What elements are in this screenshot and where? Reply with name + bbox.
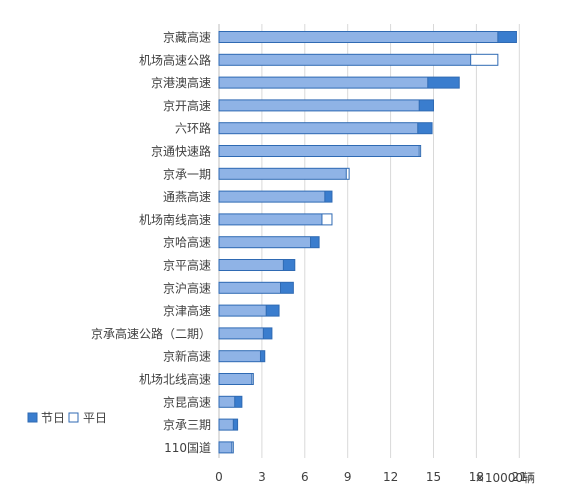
bar-holiday — [260, 350, 265, 362]
bar-outline — [218, 145, 422, 157]
bar-outline — [218, 395, 243, 408]
x-tick-label: 0 — [215, 470, 223, 484]
bar-overlap — [219, 419, 234, 431]
bar-outline — [218, 259, 296, 271]
category-label: 京哈高速 — [163, 235, 211, 250]
bar-overlap — [219, 99, 420, 111]
bar-outline — [218, 213, 333, 226]
bar-holiday — [497, 31, 517, 43]
legend: 节日 平日 — [27, 411, 107, 425]
bar-overlap — [219, 145, 420, 157]
bar-overlap — [219, 259, 284, 271]
category-label: 京新高速 — [163, 349, 211, 364]
category-label: 京昆高速 — [163, 394, 211, 409]
bar-holiday — [234, 396, 242, 408]
bar-overlap — [219, 373, 252, 385]
bar-overlap — [219, 168, 347, 180]
bar-holiday — [233, 419, 238, 431]
x-tick-label: 18 — [469, 470, 484, 484]
bars — [218, 31, 517, 454]
x-tick-labels: 0 3 6 9 12 15 18 21 — [215, 470, 527, 484]
bar-overlap — [219, 31, 498, 43]
bar-outline — [218, 122, 433, 135]
bar-overlap — [219, 282, 281, 294]
bar-holiday — [324, 191, 332, 203]
bar-weekday — [321, 213, 332, 225]
category-label: 机场北线高速 — [139, 372, 211, 387]
category-label: 京开高速 — [163, 98, 211, 113]
x-tick-label: 9 — [344, 470, 352, 484]
category-labels: 京藏高速机场高速公路京港澳高速京开高速六环路京通快速路京承一期通燕高速机场南线高… — [91, 30, 211, 455]
x-tick-label: 21 — [512, 470, 527, 484]
category-label: 京沪高速 — [163, 280, 211, 295]
bar-overlap — [219, 305, 267, 317]
category-label: 京承三期 — [163, 418, 211, 432]
x-tick-label: 6 — [301, 470, 309, 484]
bar-outline — [218, 190, 333, 203]
category-label: 通燕高速 — [163, 189, 211, 204]
category-label: 机场南线高速 — [139, 212, 211, 227]
category-label: 京承一期 — [163, 167, 211, 181]
category-label: 六环路 — [175, 121, 211, 136]
bar-overlap — [219, 191, 325, 203]
bar-outline — [218, 99, 434, 112]
bar-weekday — [346, 168, 350, 180]
bar-weekday — [470, 54, 498, 66]
bar-holiday — [419, 99, 434, 111]
bar-holiday — [283, 259, 295, 271]
bar-weekday — [251, 373, 254, 385]
bar-outline — [218, 350, 266, 363]
bar-overlap — [219, 327, 264, 339]
category-label: 京藏高速 — [163, 30, 211, 45]
bar-overlap — [219, 122, 418, 134]
bar-holiday — [263, 327, 272, 339]
bar-overlap — [219, 236, 311, 248]
category-label: 机场高速公路 — [139, 52, 211, 67]
bar-overlap — [219, 396, 235, 408]
legend-label-holiday: 节日 — [41, 411, 65, 425]
bar-outline — [218, 236, 320, 249]
x-tick-label: 12 — [383, 470, 398, 484]
bar-outline — [218, 327, 273, 340]
bar-overlap — [219, 54, 471, 66]
bar-holiday — [427, 77, 460, 89]
x-tick-label: 3 — [258, 470, 266, 484]
category-label: 京津高速 — [163, 303, 211, 318]
category-label: 京港澳高速 — [151, 75, 211, 90]
legend-swatch-holiday — [27, 412, 38, 423]
bar-holiday — [280, 282, 294, 294]
bar-overlap — [219, 441, 232, 453]
bar-outline — [218, 281, 294, 294]
category-label: 京平高速 — [163, 258, 211, 273]
bar-outline — [218, 373, 254, 385]
bar-holiday — [417, 122, 433, 134]
bar-weekday — [419, 145, 421, 157]
bar-overlap — [219, 350, 261, 362]
x-tick-label: 15 — [426, 470, 441, 484]
bar-outline — [218, 53, 499, 66]
bar-outline — [218, 441, 234, 454]
bar-weekday — [231, 441, 234, 453]
legend-swatch-weekday — [68, 412, 79, 423]
bar-outline — [218, 76, 460, 89]
x-unit-label: ×10000辆 — [475, 471, 535, 485]
bar-outline — [218, 304, 280, 317]
bar-outline — [218, 31, 517, 43]
category-label: 京承高速公路（二期） — [91, 326, 211, 341]
bar-outline — [218, 167, 350, 180]
legend-label-weekday: 平日 — [83, 411, 107, 425]
bar-outline — [218, 418, 239, 431]
bar-overlap — [219, 77, 428, 89]
bar-overlap — [219, 213, 322, 225]
category-label: 京通快速路 — [151, 144, 211, 159]
bar-holiday — [310, 236, 320, 248]
bar-holiday — [266, 305, 280, 317]
category-label: 110国道 — [164, 441, 211, 455]
